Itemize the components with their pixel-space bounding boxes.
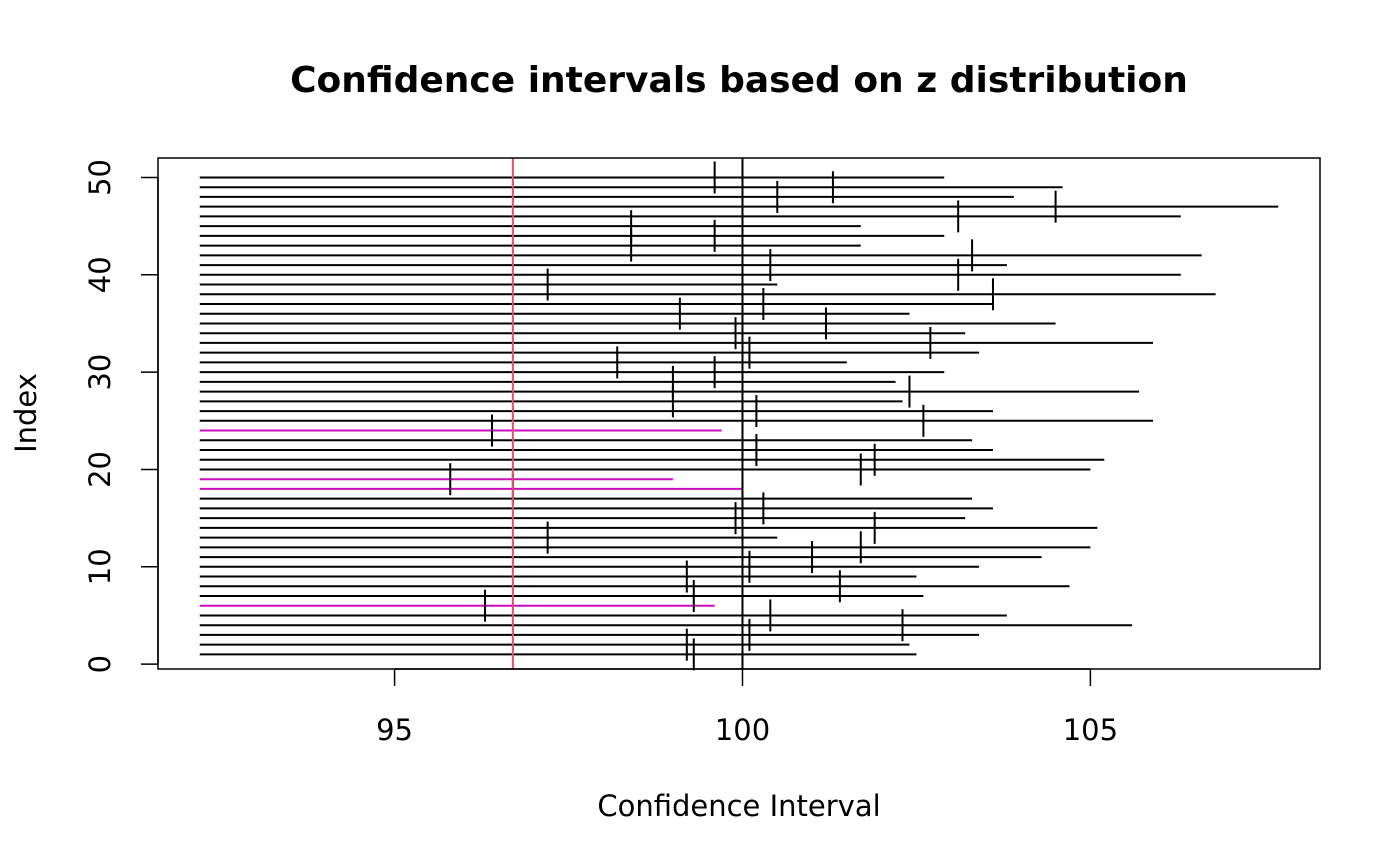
y-tick-label-20: 20 <box>83 451 117 488</box>
x-tick-label-105: 105 <box>1063 713 1118 747</box>
x-axis-label: Confidence Interval <box>597 789 880 823</box>
y-tick-label-30: 30 <box>83 354 117 391</box>
chart-title: Confidence intervals based on z distribu… <box>290 60 1188 101</box>
x-tick-label-100: 100 <box>715 713 770 747</box>
y-tick-label-0: 0 <box>83 655 117 673</box>
y-tick-label-40: 40 <box>83 256 117 293</box>
y-axis: 0 10 20 30 40 50 <box>83 159 159 673</box>
y-tick-label-50: 50 <box>83 159 117 196</box>
x-axis: 95 100 105 <box>376 668 1118 747</box>
x-tick-label-95: 95 <box>376 713 413 747</box>
y-tick-label-10: 10 <box>83 548 117 585</box>
y-axis-label: Index <box>9 373 43 453</box>
plot-area <box>199 158 1279 671</box>
